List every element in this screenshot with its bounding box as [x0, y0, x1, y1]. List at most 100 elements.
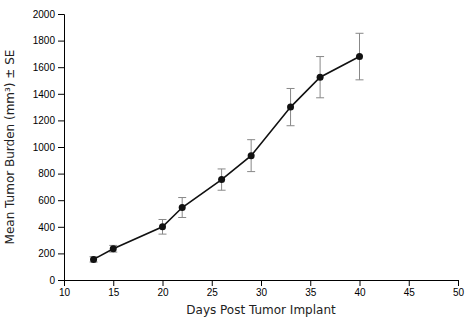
tick-label: 1600 [33, 62, 56, 73]
error-bar [90, 257, 98, 262]
tick-mark [58, 253, 64, 254]
y-axis: 0 200 400 600 800 1000 1200 1400 1600 1800 2000 [33, 9, 65, 286]
point [287, 104, 294, 111]
tick: 2000 [33, 9, 64, 20]
error-bar-cap [356, 33, 364, 34]
tick-mark [58, 280, 64, 281]
tick: 0 [49, 275, 64, 286]
point [110, 245, 117, 252]
tick: 400 [38, 222, 64, 233]
tick-label: 400 [38, 222, 55, 233]
error-bar [218, 169, 226, 190]
point [90, 256, 97, 263]
error-bar [356, 33, 364, 80]
tick: 1600 [33, 62, 64, 73]
error-bar-cap [218, 190, 226, 191]
tick: 200 [38, 248, 64, 259]
tick-label: 50 [453, 287, 465, 298]
tick-label: 1200 [33, 115, 56, 126]
error-bar [159, 219, 167, 234]
axis-line [58, 15, 65, 281]
tick-mark [58, 67, 64, 68]
tick-mark [310, 280, 311, 286]
error-bar-cap [218, 168, 226, 169]
tick-label: 25 [207, 287, 219, 298]
tick-label: 800 [38, 168, 55, 179]
tick-mark [458, 280, 459, 286]
error-bar-cap [159, 219, 167, 220]
tick-mark [261, 280, 262, 286]
tick-mark [360, 280, 361, 286]
tick-label: 45 [404, 287, 416, 298]
point [317, 74, 324, 81]
tick: 40 [354, 280, 366, 298]
error-bar-cap [247, 171, 255, 172]
tick-label: 40 [354, 287, 366, 298]
data-layer [90, 33, 364, 263]
x-axis-title: Days Post Tumor Implant [186, 303, 336, 317]
point [159, 223, 166, 230]
error-bar [178, 198, 186, 218]
error-bar-cap [356, 79, 364, 80]
tick: 1800 [33, 35, 64, 46]
tick-label: 2000 [33, 9, 56, 20]
tick: 1400 [33, 89, 64, 100]
tick-label: 1000 [33, 142, 56, 153]
line [94, 57, 360, 260]
tick-label: 15 [108, 287, 120, 298]
tick-mark [409, 280, 410, 286]
chart-svg: 10 15 20 25 30 35 40 45 50 0 200 400 600 800 1000 1200 1… [0, 0, 476, 322]
error-bar-cap [316, 56, 324, 57]
error-bar [287, 88, 295, 125]
tick-label: 600 [38, 195, 55, 206]
tick: 1000 [33, 142, 64, 153]
plot-area: 10 15 20 25 30 35 40 45 50 0 200 400 600 800 1000 1200 1… [33, 9, 465, 298]
tick: 15 [108, 280, 120, 298]
tick-mark [212, 280, 213, 286]
tick: 45 [404, 280, 416, 298]
tick-label: 20 [157, 287, 169, 298]
error-bar-cap [178, 197, 186, 198]
tick: 800 [38, 168, 64, 179]
tick-label: 1800 [33, 35, 56, 46]
error-bar-cap [247, 139, 255, 140]
point [218, 176, 225, 183]
tick-mark [58, 94, 64, 95]
tick-label: 35 [305, 287, 317, 298]
error-bar-cap [287, 125, 295, 126]
tick-mark [58, 227, 64, 228]
x-axis: 10 15 20 25 30 35 40 45 50 [59, 280, 465, 298]
tick-label: 0 [49, 275, 55, 286]
point [179, 204, 186, 211]
tick: 1200 [33, 115, 64, 126]
tick: 20 [157, 280, 169, 298]
tick: 10 [59, 280, 71, 298]
tick: 35 [305, 280, 317, 298]
tick: 25 [207, 280, 219, 298]
tick: 600 [38, 195, 64, 206]
tick-mark [163, 280, 164, 286]
tick: 50 [453, 280, 465, 298]
tick-mark [58, 41, 64, 42]
tick-label: 200 [38, 248, 55, 259]
tick-mark [113, 280, 114, 286]
axis-line [65, 281, 459, 287]
tick-mark [58, 120, 64, 121]
chart-container: 10 15 20 25 30 35 40 45 50 0 200 400 600 800 1000 1200 1… [0, 0, 476, 322]
tick-label: 10 [59, 287, 71, 298]
error-bar-cap [316, 97, 324, 98]
point [356, 53, 363, 60]
y-axis-title: Mean Tumor Burden (mm³) ± SE [3, 50, 17, 245]
tick-label: 1400 [33, 89, 56, 100]
tick: 30 [256, 280, 268, 298]
error-bar-cap [287, 88, 295, 89]
error-bar-cap [178, 217, 186, 218]
error-bar-cap [159, 234, 167, 235]
tick-label: 30 [256, 287, 268, 298]
error-bar [247, 140, 255, 172]
error-bar [316, 57, 324, 98]
tick-mark [58, 14, 64, 15]
point [248, 152, 255, 159]
tick-mark [58, 174, 64, 175]
tick-mark [58, 147, 64, 148]
